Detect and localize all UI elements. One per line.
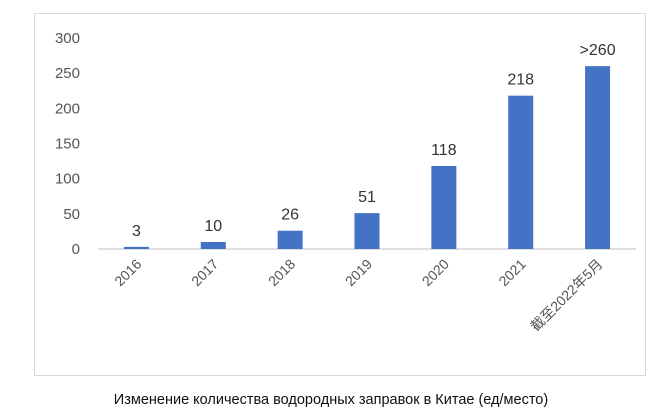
x-tick-label: 2016 <box>111 256 144 289</box>
data-label: >260 <box>580 42 616 59</box>
bar-2 <box>277 230 303 249</box>
chart-frame <box>34 13 646 376</box>
x-tick-label: 2017 <box>188 256 221 289</box>
bar-3 <box>354 213 380 249</box>
y-tick-label: 50 <box>63 206 80 223</box>
data-label: 26 <box>281 207 299 224</box>
y-tick-label: 200 <box>55 100 80 117</box>
data-label: 10 <box>204 218 222 235</box>
y-tick-label: 0 <box>72 241 80 258</box>
y-tick-label: 100 <box>55 171 80 188</box>
bar-6 <box>585 66 611 249</box>
data-label: 3 <box>132 223 141 240</box>
x-tick-label: 2021 <box>495 256 528 289</box>
data-label: 51 <box>358 189 376 206</box>
bar-1 <box>200 241 226 249</box>
x-tick-label: 2020 <box>419 256 452 289</box>
x-tick-label: 2018 <box>265 256 298 289</box>
x-tick-label: 2019 <box>342 256 375 289</box>
bar-5 <box>508 95 534 249</box>
chart-caption: Изменение количества водородных заправок… <box>113 392 549 408</box>
y-tick-label: 150 <box>55 136 80 153</box>
x-tick-label: 截至2022年5月 <box>527 256 605 334</box>
data-label: 118 <box>431 142 457 159</box>
data-label: 218 <box>507 72 534 89</box>
bar-4 <box>431 166 457 249</box>
y-tick-label: 250 <box>55 65 80 82</box>
bar-0 <box>123 246 149 249</box>
y-tick-label: 300 <box>55 30 80 47</box>
